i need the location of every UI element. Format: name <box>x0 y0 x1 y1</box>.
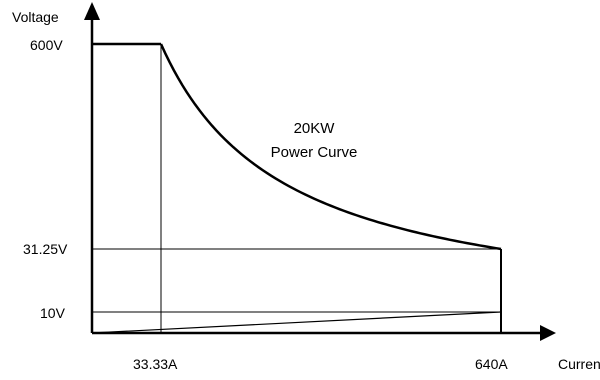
y-tick-label-10: 10V <box>40 305 66 321</box>
x-tick-label-33-33: 33.33A <box>133 356 178 372</box>
annotation-line-2: Power Curve <box>271 144 358 161</box>
x-axis-arrow <box>540 325 556 341</box>
x-tick-label-640: 640A <box>475 356 508 372</box>
y-tick-label-600: 600V <box>30 37 63 53</box>
annotation-line-1: 20KW <box>294 120 336 137</box>
y-tick-label-31-25: 31.25V <box>23 241 68 257</box>
power-curve <box>159 43 502 251</box>
y-axis-arrow <box>84 2 100 20</box>
x-axis-title: Current <box>558 356 600 372</box>
diagonal-line <box>91 311 502 334</box>
y-axis-title: Voltage <box>12 9 59 25</box>
